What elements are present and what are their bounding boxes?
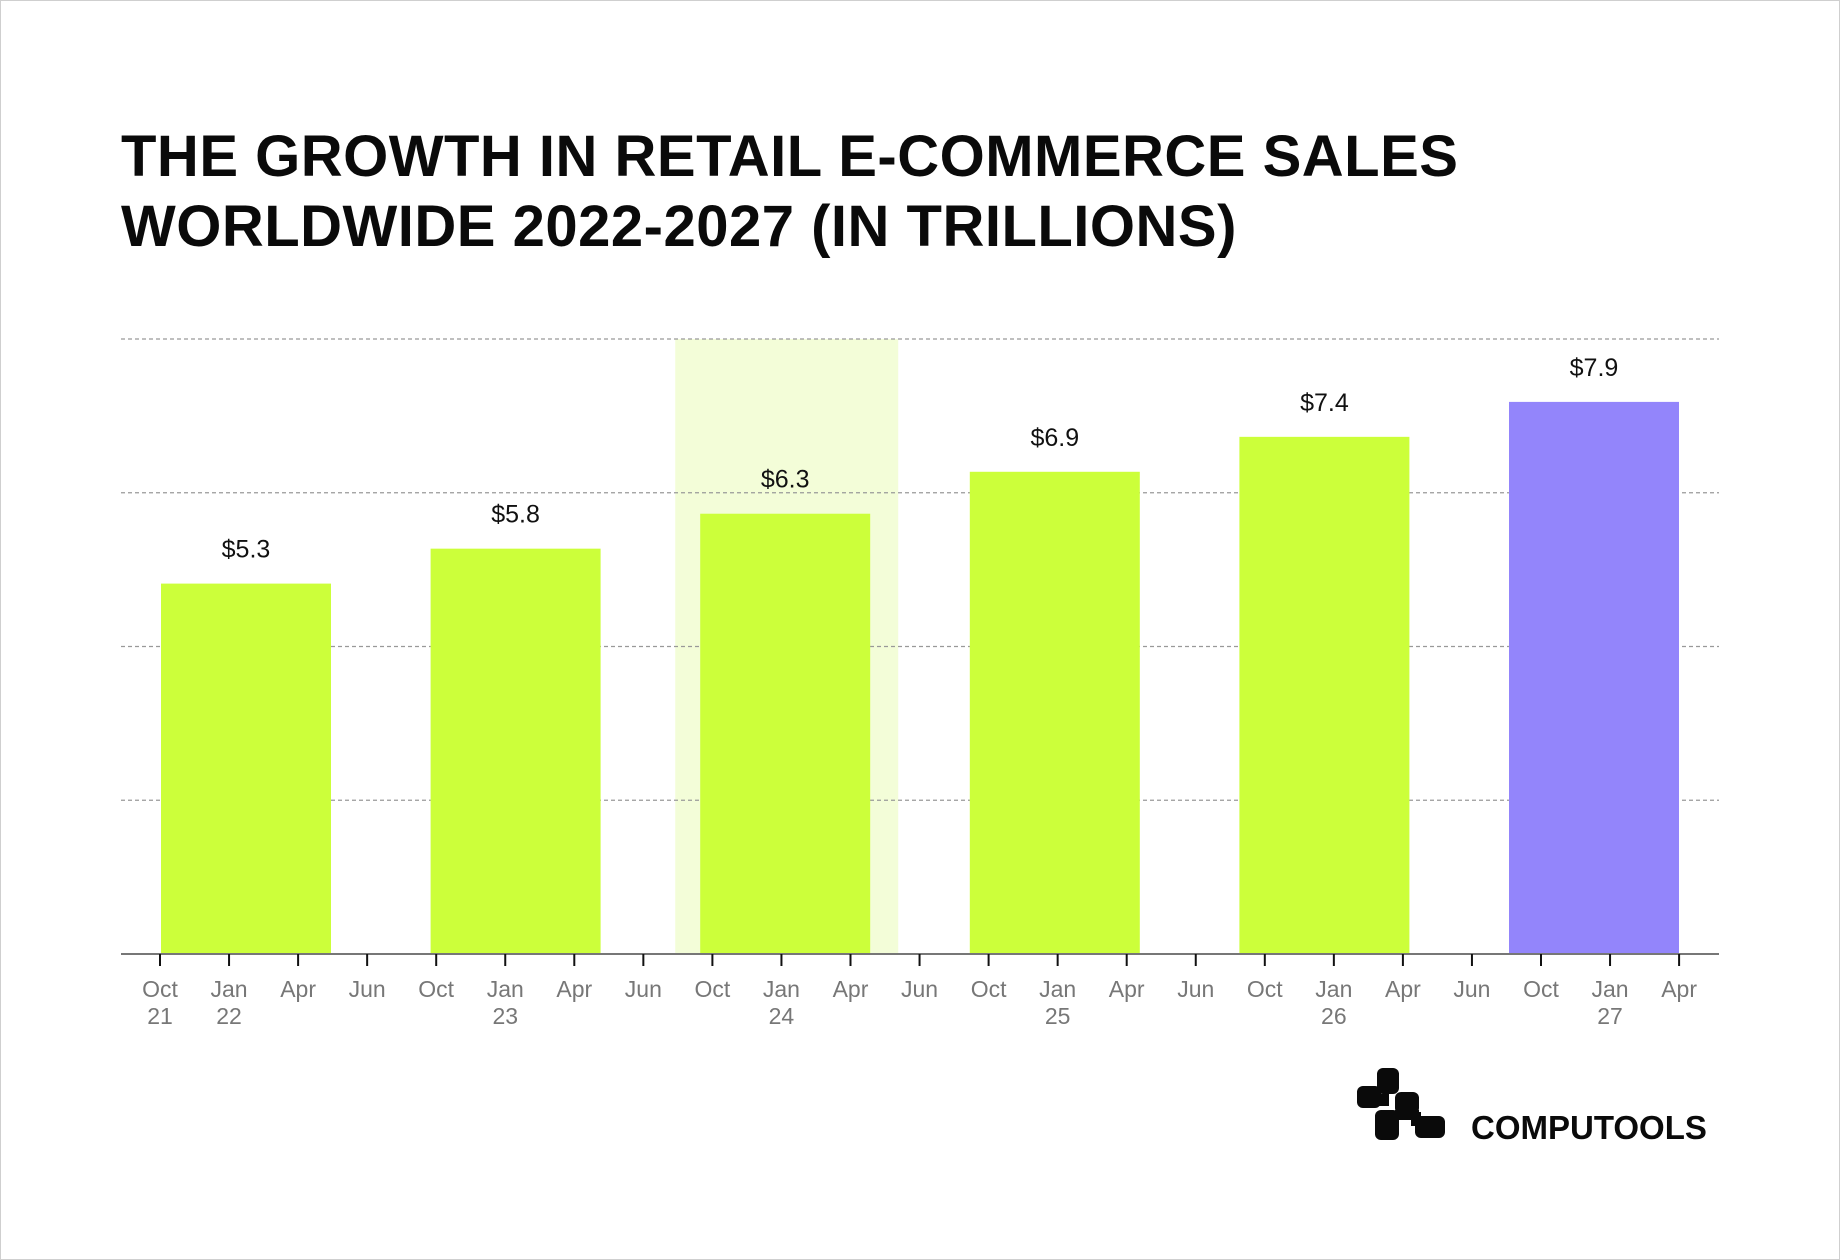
x-tick-label: Apr — [1109, 976, 1145, 1002]
bar-2024 — [700, 513, 871, 954]
bar-2023 — [430, 548, 601, 954]
computools-logo-icon — [1357, 1068, 1445, 1140]
x-tick-label: Oct — [418, 976, 454, 1002]
x-tick-year-label: 24 — [769, 1003, 795, 1029]
x-tick-label: Jun — [1177, 976, 1214, 1002]
x-tick-label: Apr — [556, 976, 592, 1002]
x-tick-label: Jun — [901, 976, 938, 1002]
data-label-2022: $5.3 — [222, 536, 271, 564]
x-tick-label: Apr — [1661, 976, 1697, 1002]
x-tick-label: Jan — [1592, 976, 1629, 1002]
x-tick-label: Oct — [971, 976, 1007, 1002]
data-label-2026: $7.4 — [1300, 389, 1349, 417]
x-tick-label: Apr — [833, 976, 869, 1002]
data-label-2027: $7.9 — [1570, 354, 1619, 382]
x-tick-label: Oct — [1247, 976, 1283, 1002]
x-tick-label: Jan — [211, 976, 248, 1002]
x-tick-label: Jun — [1453, 976, 1490, 1002]
x-tick-label: Jan — [1039, 976, 1076, 1002]
x-tick-year-label: 22 — [216, 1003, 242, 1029]
chart-title-line-2: WORLDWIDE 2022-2027 (IN TRILLIONS) — [121, 194, 1237, 259]
x-tick-label: Apr — [280, 976, 316, 1002]
bar-2025 — [969, 471, 1140, 954]
x-tick-label: Oct — [1523, 976, 1559, 1002]
x-tick-year-label: 25 — [1045, 1003, 1071, 1029]
data-label-2023: $5.8 — [491, 501, 540, 529]
x-tick-year-label: 27 — [1597, 1003, 1623, 1029]
x-tick-year-label: 23 — [492, 1003, 518, 1029]
x-tick-label: Jun — [625, 976, 662, 1002]
x-tick-label: Oct — [695, 976, 731, 1002]
x-tick-label: Jan — [763, 976, 800, 1002]
bar-2022 — [161, 583, 331, 954]
x-tick-label: Apr — [1385, 976, 1421, 1002]
x-tick-year-label: 21 — [147, 1003, 173, 1029]
chart-title: THE GROWTH IN RETAIL E-COMMERCE SALES WO… — [121, 122, 1458, 262]
data-label-2025: $6.9 — [1030, 424, 1079, 452]
x-tick-label: Jun — [349, 976, 386, 1002]
x-tick-label: Oct — [142, 976, 178, 1002]
bar-2027 — [1509, 401, 1679, 955]
brand-name: COMPUTOOLS — [1471, 1109, 1707, 1146]
data-label-2024: $6.3 — [761, 466, 810, 494]
bar-2026 — [1239, 436, 1410, 954]
x-tick-label: Jan — [1315, 976, 1352, 1002]
x-tick-year-label: 26 — [1321, 1003, 1347, 1029]
x-tick-label: Jan — [487, 976, 524, 1002]
chart-title-line-1: THE GROWTH IN RETAIL E-COMMERCE SALES — [121, 124, 1459, 189]
